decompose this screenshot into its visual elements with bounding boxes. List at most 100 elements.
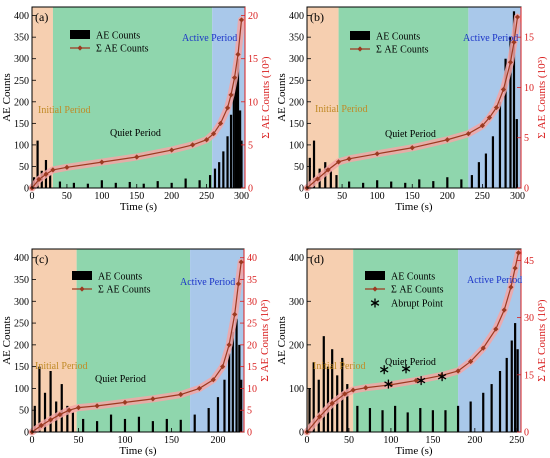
cumulative-point: [346, 156, 352, 162]
region-label-active: Active Period: [180, 277, 235, 288]
ae-count-bar: [419, 408, 422, 432]
y-right-axis-title: Σ AE Counts (10³): [259, 299, 271, 381]
cumulative-point: [468, 358, 474, 365]
ae-count-bar: [331, 349, 334, 432]
y-left-tick-label: 300: [289, 54, 304, 65]
ae-count-bar: [72, 182, 76, 188]
ae-count-bar: [49, 175, 52, 188]
ae-count-bar: [109, 414, 113, 432]
ae-count-bar: [231, 331, 234, 432]
ae-count-bar: [498, 371, 502, 432]
region-label-initial: Initial Period: [313, 361, 366, 372]
y-left-tick-label: 100: [14, 384, 29, 395]
ae-count-bar: [446, 177, 449, 188]
cumulative-point: [512, 265, 518, 271]
ae-count-bar: [236, 58, 240, 188]
ae-count-bar: [505, 357, 508, 432]
ae-count-bar: [198, 180, 201, 188]
ae-count-bar: [347, 181, 351, 188]
cumulative-point: [238, 17, 245, 23]
cumulative-point: [94, 403, 100, 409]
y-left-tick-label: 0: [24, 428, 29, 439]
ae-count-bar: [477, 162, 481, 188]
ae-count-bar: [123, 418, 127, 432]
x-axis-title: Time (s): [395, 201, 433, 213]
ae-count-bar: [151, 421, 154, 432]
y-left-tick-label: 300: [14, 54, 29, 65]
cumulative-point: [99, 159, 105, 165]
cumulative-point: [335, 159, 342, 165]
x-tick-label: 250: [475, 191, 490, 202]
cumulative-point: [178, 391, 184, 398]
y-right-tick-label: 40: [247, 253, 257, 264]
ae-count-bar: [38, 366, 41, 432]
abrupt-point: [437, 372, 447, 382]
y-left-tick-label: 150: [14, 119, 29, 130]
ae-count-bar: [234, 75, 238, 188]
x-tick-label: 150: [405, 191, 420, 202]
x-axis-title: Time (s): [395, 445, 433, 457]
y-right-tick-label: 10: [247, 384, 257, 395]
y-left-tick-label: 350: [14, 33, 29, 44]
legend-swatch-abrupt-point: [370, 298, 380, 308]
x-tick-label: 150: [425, 435, 440, 446]
ae-count-bar: [418, 179, 421, 188]
y-left-tick-label: 150: [14, 362, 29, 373]
ae-count-bar: [404, 182, 407, 188]
ae-count-bar: [308, 388, 311, 432]
y-right-tick-label: 10: [248, 97, 258, 108]
region-label-quiet: Quiet Period: [110, 128, 161, 139]
legend-swatch-cumulative-marker: [357, 46, 363, 52]
ae-count-bar: [128, 181, 131, 188]
y-left-tick-label: 400: [289, 253, 304, 264]
ae-count-bar: [317, 379, 320, 432]
ae-count-bar: [216, 397, 220, 432]
legend: AE Counts Σ AE Counts: [70, 30, 149, 55]
ae-count-bar: [156, 181, 159, 188]
legend: AE Counts Σ AE Counts: [72, 271, 151, 296]
cumulative-point: [501, 307, 507, 313]
ae-count-bar: [381, 410, 384, 432]
legend-swatch-ae-counts: [72, 271, 92, 280]
cumulative-point: [515, 250, 522, 256]
ae-count-bar: [362, 182, 365, 188]
cumulative-point: [507, 59, 514, 65]
ae-count-bar: [432, 181, 435, 188]
x-tick-label: 100: [383, 435, 398, 446]
panel-label: (d): [310, 252, 324, 266]
ae-count-bar: [184, 178, 187, 188]
ae-count-bar: [312, 140, 316, 188]
y-right-tick-label: 0: [524, 428, 529, 439]
y-left-tick-label: 350: [289, 33, 304, 44]
cumulative-point: [217, 120, 224, 126]
y-left-tick-label: 250: [14, 319, 29, 330]
y-left-tick-label: 200: [289, 97, 304, 108]
cumulative-point: [75, 405, 82, 411]
x-tick-label: 250: [199, 191, 214, 202]
ae-count-bar: [235, 318, 238, 432]
ae-count-bar: [491, 136, 495, 188]
chart-panel-d: 0 50 100 150 200 25001002003004000153045Time …: [276, 248, 548, 457]
ae-count-bar: [114, 182, 117, 188]
ae-count-bar: [179, 419, 182, 432]
x-tick-label: 50: [73, 435, 83, 446]
x-tick-label: 0: [305, 435, 310, 446]
region-label-active: Active Period: [467, 275, 522, 286]
legend-label-cumulative: Σ AE Counts: [376, 45, 429, 56]
region-label-quiet: Quiet Period: [385, 129, 436, 140]
cumulative-point: [316, 414, 323, 420]
ae-count-bar: [82, 418, 85, 432]
ae-count-bar: [223, 379, 226, 432]
y-right-tick-label: 15: [247, 362, 257, 373]
legend-label-ae-counts: AE Counts: [376, 32, 420, 43]
y-left-axis-title: AE Counts: [1, 73, 13, 122]
y-left-tick-label: 100: [14, 140, 29, 151]
ae-count-bar: [240, 379, 243, 432]
ae-count-bar: [95, 421, 99, 432]
cumulative-point: [500, 86, 507, 93]
cumulative-point: [122, 399, 128, 405]
ae-count-bar: [137, 416, 141, 432]
ae-count-bar: [208, 175, 212, 188]
x-tick-label: 250: [509, 435, 524, 446]
cumulative-point: [235, 51, 241, 58]
